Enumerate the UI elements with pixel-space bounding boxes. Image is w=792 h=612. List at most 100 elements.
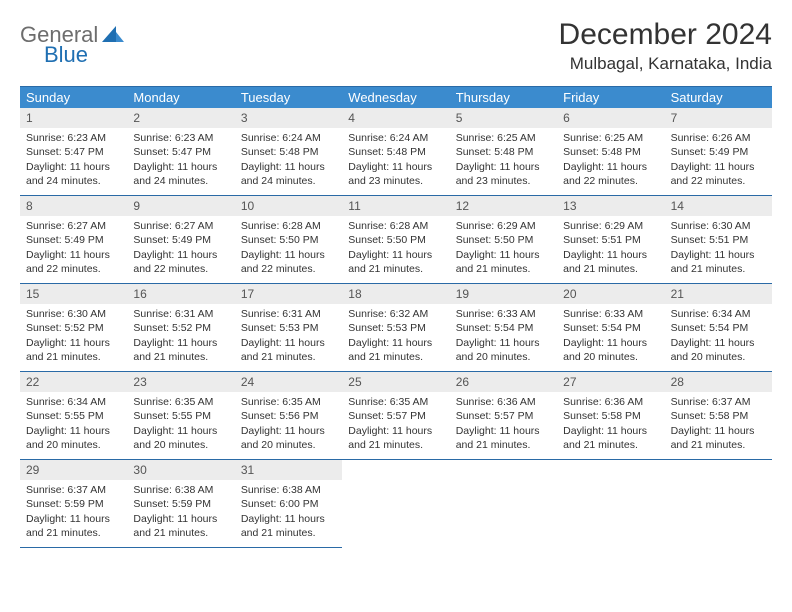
day-info: Sunrise: 6:31 AMSunset: 5:53 PMDaylight:… — [235, 307, 342, 364]
day-number: 1 — [20, 108, 127, 128]
calendar-cell: 17 Sunrise: 6:31 AMSunset: 5:53 PMDayligh… — [235, 284, 342, 372]
day-number: 3 — [235, 108, 342, 128]
calendar-cell: 16Sunrise: 6:31 AMSunset: 5:52 PMDayligh… — [127, 284, 234, 372]
day-info: Sunrise: 6:26 AMSunset: 5:49 PMDaylight:… — [665, 131, 772, 188]
day-info: Sunrise: 6:36 AMSunset: 5:57 PMDaylight:… — [450, 395, 557, 452]
day-number: 22 — [20, 372, 127, 392]
day-info: Sunrise: 6:37 AMSunset: 5:59 PMDaylight:… — [20, 483, 127, 540]
day-info: Sunrise: 6:32 AMSunset: 5:53 PMDaylight:… — [342, 307, 449, 364]
calendar-cell: 5 Sunrise: 6:25 AMSunset: 5:48 PMDaylight… — [450, 108, 557, 196]
calendar-cell: 23 Sunrise: 6:35 AMSunset: 5:55 PMDayligh… — [127, 372, 234, 460]
day-info: Sunrise: 6:29 AMSunset: 5:50 PMDaylight:… — [450, 219, 557, 276]
calendar-cell-empty — [665, 460, 772, 548]
day-number: 10 — [235, 196, 342, 216]
day-info: Sunrise: 6:25 AMSunset: 5:48 PMDaylight:… — [450, 131, 557, 188]
weekday-header: Wednesday — [342, 87, 449, 108]
calendar-cell: 11 Sunrise: 6:28 AMSunset: 5:50 PMDayligh… — [342, 196, 449, 284]
calendar-cell: 14 Sunrise: 6:30 AMSunset: 5:51 PMDayligh… — [665, 196, 772, 284]
day-info: Sunrise: 6:29 AMSunset: 5:51 PMDaylight:… — [557, 219, 664, 276]
day-number: 27 — [557, 372, 664, 392]
day-info: Sunrise: 6:34 AMSunset: 5:55 PMDaylight:… — [20, 395, 127, 452]
calendar-cell: 18 Sunrise: 6:32 AMSunset: 5:53 PMDayligh… — [342, 284, 449, 372]
calendar-cell-empty — [450, 460, 557, 548]
header: General December 2024 Mulbagal, Karnatak… — [20, 18, 772, 74]
weekday-header: Monday — [127, 87, 234, 108]
day-number: 17 — [235, 284, 342, 304]
day-number: 2 — [127, 108, 234, 128]
calendar-cell: 24 Sunrise: 6:35 AMSunset: 5:56 PMDayligh… — [235, 372, 342, 460]
day-number: 16 — [127, 284, 234, 304]
day-number: 30 — [127, 460, 234, 480]
calendar-cell: 10 Sunrise: 6:28 AMSunset: 5:50 PMDayligh… — [235, 196, 342, 284]
calendar-cell: 29 Sunrise: 6:37 AMSunset: 5:59 PMDayligh… — [20, 460, 127, 548]
month-title: December 2024 — [559, 18, 772, 52]
day-number: 18 — [342, 284, 449, 304]
day-info: Sunrise: 6:28 AMSunset: 5:50 PMDaylight:… — [342, 219, 449, 276]
day-number: 7 — [665, 108, 772, 128]
day-info: Sunrise: 6:27 AMSunset: 5:49 PMDaylight:… — [127, 219, 234, 276]
day-info: Sunrise: 6:28 AMSunset: 5:50 PMDaylight:… — [235, 219, 342, 276]
day-number: 14 — [665, 196, 772, 216]
day-info: Sunrise: 6:38 AMSunset: 6:00 PMDaylight:… — [235, 483, 342, 540]
calendar-cell: 6 Sunrise: 6:25 AMSunset: 5:48 PMDaylight… — [557, 108, 664, 196]
calendar-cell: 1 Sunrise: 6:23 AMSunset: 5:47 PMDaylight… — [20, 108, 127, 196]
day-info: Sunrise: 6:35 AMSunset: 5:55 PMDaylight:… — [127, 395, 234, 452]
calendar-cell: 2 Sunrise: 6:23 AMSunset: 5:47 PMDaylight… — [127, 108, 234, 196]
calendar-cell: 19 Sunrise: 6:33 AMSunset: 5:54 PMDayligh… — [450, 284, 557, 372]
day-number: 19 — [450, 284, 557, 304]
weekday-header: Tuesday — [235, 87, 342, 108]
day-number: 31 — [235, 460, 342, 480]
calendar-cell: 9Sunrise: 6:27 AMSunset: 5:49 PMDaylight… — [127, 196, 234, 284]
calendar-cell: 13 Sunrise: 6:29 AMSunset: 5:51 PMDayligh… — [557, 196, 664, 284]
day-number: 26 — [450, 372, 557, 392]
calendar-cell: 12 Sunrise: 6:29 AMSunset: 5:50 PMDayligh… — [450, 196, 557, 284]
logo-word-2: Blue — [44, 42, 88, 67]
calendar-cell: 8 Sunrise: 6:27 AMSunset: 5:49 PMDaylight… — [20, 196, 127, 284]
calendar-cell: 4Sunrise: 6:24 AMSunset: 5:48 PMDaylight… — [342, 108, 449, 196]
day-number: 5 — [450, 108, 557, 128]
weekday-header: Thursday — [450, 87, 557, 108]
day-number: 6 — [557, 108, 664, 128]
day-number: 29 — [20, 460, 127, 480]
day-number: 23 — [127, 372, 234, 392]
day-number: 21 — [665, 284, 772, 304]
day-info: Sunrise: 6:30 AMSunset: 5:51 PMDaylight:… — [665, 219, 772, 276]
calendar-cell: 30 Sunrise: 6:38 AMSunset: 5:59 PMDayligh… — [127, 460, 234, 548]
day-info: Sunrise: 6:36 AMSunset: 5:58 PMDaylight:… — [557, 395, 664, 452]
location-text: Mulbagal, Karnataka, India — [559, 54, 772, 74]
day-number: 12 — [450, 196, 557, 216]
day-number: 15 — [20, 284, 127, 304]
weekday-header: Saturday — [665, 87, 772, 108]
day-info: Sunrise: 6:25 AMSunset: 5:48 PMDaylight:… — [557, 131, 664, 188]
day-info: Sunrise: 6:27 AMSunset: 5:49 PMDaylight:… — [20, 219, 127, 276]
weekday-header: Friday — [557, 87, 664, 108]
day-info: Sunrise: 6:23 AMSunset: 5:47 PMDaylight:… — [127, 131, 234, 188]
day-info: Sunrise: 6:24 AMSunset: 5:48 PMDaylight:… — [235, 131, 342, 188]
calendar-cell: 22 Sunrise: 6:34 AMSunset: 5:55 PMDayligh… — [20, 372, 127, 460]
day-number: 28 — [665, 372, 772, 392]
calendar-cell-empty — [557, 460, 664, 548]
calendar-cell: 15 Sunrise: 6:30 AMSunset: 5:52 PMDayligh… — [20, 284, 127, 372]
calendar-cell: 25Sunrise: 6:35 AMSunset: 5:57 PMDayligh… — [342, 372, 449, 460]
weekday-header: Sunday — [20, 87, 127, 108]
calendar-cell: 21 Sunrise: 6:34 AMSunset: 5:54 PMDayligh… — [665, 284, 772, 372]
day-number: 13 — [557, 196, 664, 216]
day-number: 8 — [20, 196, 127, 216]
day-info: Sunrise: 6:33 AMSunset: 5:54 PMDaylight:… — [450, 307, 557, 364]
logo-word-2-wrap: Blue — [44, 42, 88, 68]
calendar-grid: SundayMondayTuesdayWednesdayThursdayFrid… — [20, 86, 772, 548]
day-number: 20 — [557, 284, 664, 304]
day-number: 11 — [342, 196, 449, 216]
calendar-cell: 20Sunrise: 6:33 AMSunset: 5:54 PMDayligh… — [557, 284, 664, 372]
day-info: Sunrise: 6:38 AMSunset: 5:59 PMDaylight:… — [127, 483, 234, 540]
day-info: Sunrise: 6:34 AMSunset: 5:54 PMDaylight:… — [665, 307, 772, 364]
day-info: Sunrise: 6:35 AMSunset: 5:56 PMDaylight:… — [235, 395, 342, 452]
day-info: Sunrise: 6:24 AMSunset: 5:48 PMDaylight:… — [342, 131, 449, 188]
day-info: Sunrise: 6:30 AMSunset: 5:52 PMDaylight:… — [20, 307, 127, 364]
title-block: December 2024 Mulbagal, Karnataka, India — [559, 18, 772, 74]
day-number: 24 — [235, 372, 342, 392]
calendar-cell: 7 Sunrise: 6:26 AMSunset: 5:49 PMDaylight… — [665, 108, 772, 196]
calendar-cell: 3 Sunrise: 6:24 AMSunset: 5:48 PMDaylight… — [235, 108, 342, 196]
day-number: 25 — [342, 372, 449, 392]
day-info: Sunrise: 6:23 AMSunset: 5:47 PMDaylight:… — [20, 131, 127, 188]
